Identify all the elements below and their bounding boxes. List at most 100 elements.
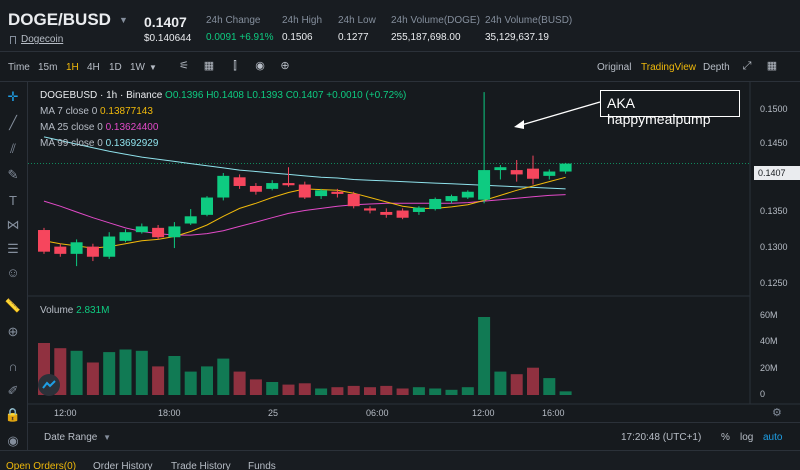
emoji-icon[interactable]: ☺ — [6, 265, 20, 280]
log-scale-toggle[interactable]: log — [740, 432, 754, 443]
eye-icon[interactable]: ◉ — [7, 433, 19, 448]
trendline-icon[interactable]: ╱ — [9, 115, 17, 130]
candle-body — [364, 208, 376, 211]
tab-funds[interactable]: Funds — [248, 461, 276, 470]
ma99-legend[interactable]: MA 99 close 0 0.13692929 — [40, 138, 158, 149]
text-icon[interactable]: T — [9, 193, 17, 208]
candle-body — [249, 185, 262, 192]
volume-bar — [347, 385, 360, 395]
candle-body — [38, 230, 50, 252]
ma7-legend[interactable]: MA 7 close 0 0.13877143 — [40, 106, 153, 117]
volume-bar — [315, 388, 328, 395]
zoom-in-icon[interactable]: ⊕ — [7, 324, 19, 339]
lock-icon[interactable]: 🔒 — [4, 407, 22, 422]
stat-label: 24h High — [282, 15, 323, 26]
utc-clock[interactable]: 17:20:48 (UTC+1) — [621, 432, 702, 443]
crosshair-icon[interactable]: ✛ — [7, 89, 19, 104]
volume-bar — [201, 366, 213, 395]
candlestick-chart-svg[interactable] — [28, 82, 800, 422]
layout-grid-icon[interactable]: ▦ — [766, 60, 778, 72]
interval-4h[interactable]: 4H — [87, 62, 100, 73]
coin-link-label[interactable]: Dogecoin — [21, 34, 64, 45]
volume-bar — [152, 366, 165, 395]
market-header: DOGE/BUSD ▼ Dogecoin 0.1407 $0.140644 24… — [0, 0, 800, 52]
tab-trade-history[interactable]: Trade History — [171, 461, 231, 470]
volume-bar — [103, 352, 116, 395]
candle-body — [233, 177, 246, 186]
interval-1h[interactable]: 1H — [66, 62, 79, 73]
last-price-usd: $0.140644 — [144, 33, 192, 44]
tab-order-history[interactable]: Order History — [93, 461, 153, 470]
candle-body — [510, 170, 523, 175]
volume-bar — [559, 391, 572, 395]
last-price-block: 0.1407 $0.140644 — [144, 14, 191, 44]
interval-more-icon[interactable]: ▼ — [149, 63, 157, 72]
camera-icon[interactable]: ◉ — [255, 60, 265, 72]
stat-label: 24h Change — [206, 15, 261, 26]
interval-15m[interactable]: 15m — [38, 62, 58, 73]
ma25-legend[interactable]: MA 25 close 0 0.13624400 — [40, 122, 158, 133]
volume-bar — [543, 378, 556, 395]
candle-body — [86, 246, 99, 257]
price-chart[interactable]: DOGEBUSD · 1h · Binance O0.1396 H0.1408 … — [28, 82, 800, 422]
fullscreen-icon[interactable]: ⤢ — [742, 60, 752, 72]
date-range-label[interactable]: Date Range — [44, 432, 98, 443]
time-label[interactable]: Time — [8, 62, 30, 73]
volume-bar — [298, 383, 311, 395]
candle-type-icon[interactable]: ⫿ — [233, 60, 237, 72]
caret-down-icon[interactable]: ▼ — [118, 15, 128, 25]
volume-bar — [282, 384, 295, 395]
stat-value: 0.1506 — [282, 32, 313, 43]
pair-selector[interactable]: DOGE/BUSD ▼ — [8, 10, 128, 30]
volume-bar — [266, 382, 279, 395]
auto-scale-toggle[interactable]: auto — [763, 432, 783, 443]
date-range-button[interactable]: Date Range ▼ — [44, 432, 111, 443]
volume-bar — [429, 388, 442, 395]
view-depth[interactable]: Depth — [703, 62, 730, 73]
chart-legend-title: DOGEBUSD · 1h · Binance O0.1396 H0.1408 … — [40, 90, 406, 101]
ruler-icon[interactable]: 📏 — [4, 298, 22, 313]
stat-24h-change: 24h Change 0.0091 +6.91% — [206, 15, 274, 43]
magnet-icon[interactable]: ∩ — [8, 359, 18, 374]
brush-icon[interactable]: ✎ — [7, 167, 19, 182]
chevron-down-icon[interactable]: ▼ — [103, 433, 112, 442]
candle-body — [494, 167, 507, 171]
candle-body — [54, 246, 67, 254]
settings-sliders-icon[interactable]: ⚟ — [179, 60, 189, 72]
ma99-value: 0.13692929 — [105, 138, 159, 149]
chart-settings-gear-icon[interactable]: ⚙ — [772, 407, 782, 419]
volume-bar — [233, 371, 246, 395]
candle-body — [429, 198, 442, 210]
stat-24h-high: 24h High 0.1506 — [282, 15, 322, 43]
volume-bar — [396, 388, 409, 395]
price-tick: 0.1350 — [760, 206, 788, 216]
view-tradingview[interactable]: TradingView — [641, 62, 697, 73]
candle-body — [201, 197, 213, 215]
stat-label: 24h Low — [338, 15, 376, 26]
ma99-label: MA 99 close 0 — [40, 138, 103, 149]
time-tick: 18:00 — [158, 408, 181, 418]
lock-draw-icon[interactable]: ✐ — [7, 383, 19, 398]
add-icon[interactable]: ⊕ — [280, 60, 290, 72]
volume-bar — [478, 317, 491, 395]
view-original[interactable]: Original — [597, 62, 632, 73]
indicators-grid-icon[interactable]: ▦ — [203, 60, 215, 72]
percent-scale-toggle[interactable]: % — [721, 432, 730, 443]
coin-info-link[interactable]: Dogecoin — [10, 34, 63, 45]
volume-tick: 60M — [760, 310, 778, 320]
interval-1d[interactable]: 1D — [109, 62, 122, 73]
pitchfork-icon[interactable]: ⫽ — [10, 141, 16, 156]
volume-bar — [217, 358, 230, 395]
tab-open-orders[interactable]: Open Orders(0) — [6, 461, 77, 470]
candle-body — [119, 232, 132, 241]
bookmark-icon — [10, 35, 16, 44]
pattern-icon[interactable]: ⋈ — [6, 217, 20, 232]
chart-footer: Date Range ▼ 17:20:48 (UTC+1) % log auto — [28, 422, 800, 450]
ohlc-readout: O0.1396 H0.1408 L0.1393 C0.1407 +0.0010 … — [165, 90, 407, 101]
interval-1w[interactable]: 1W — [130, 62, 145, 73]
tradingview-logo-icon[interactable] — [38, 374, 60, 396]
candle-body — [70, 242, 83, 254]
fib-icon[interactable]: ☰ — [7, 241, 19, 256]
tradingview-logo-glyph-icon — [42, 380, 56, 389]
pair-name[interactable]: DOGE/BUSD — [8, 10, 111, 29]
